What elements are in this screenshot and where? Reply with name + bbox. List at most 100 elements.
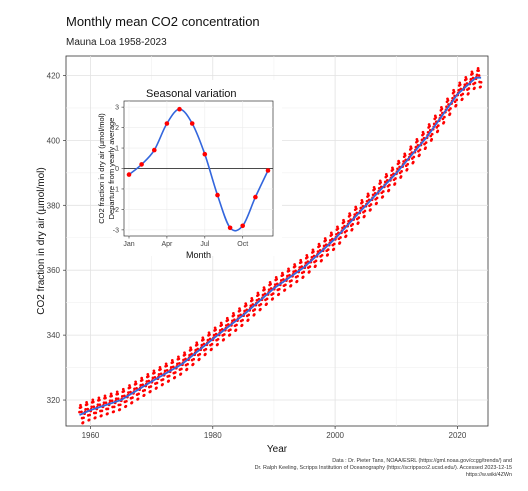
- co2-data-point: [467, 92, 470, 95]
- co2-data-point: [476, 66, 480, 70]
- co2-data-point: [178, 361, 181, 365]
- co2-data-point: [393, 182, 397, 185]
- co2-data-point: [328, 238, 332, 242]
- co2-data-point: [385, 174, 389, 178]
- co2-data-point: [460, 97, 464, 101]
- co2-data-point: [167, 374, 171, 378]
- co2-data-point: [116, 392, 120, 396]
- co2-data-point: [405, 167, 409, 171]
- co2-data-point: [422, 132, 425, 136]
- co2-data-point: [253, 308, 257, 311]
- co2-data-point: [210, 342, 214, 346]
- co2-data-point: [310, 255, 314, 259]
- y-tick-label: 400: [47, 136, 61, 145]
- co2-data-point: [381, 195, 385, 198]
- y-tick-label: 360: [47, 266, 61, 275]
- co2-data-point: [275, 277, 279, 281]
- co2-data-point: [210, 347, 213, 351]
- co2-data-point: [214, 328, 217, 332]
- co2-data-point: [414, 145, 418, 149]
- seasonal-point: [215, 192, 220, 198]
- co2-data-point: [218, 328, 222, 332]
- co2-data-point: [261, 293, 265, 297]
- co2-data-point: [257, 293, 260, 297]
- co2-data-point: [265, 297, 269, 301]
- co2-data-point: [220, 323, 224, 327]
- co2-data-point: [464, 77, 468, 81]
- co2-data-point: [458, 83, 462, 86]
- co2-data-point: [344, 234, 348, 238]
- co2-data-point: [161, 378, 165, 381]
- co2-data-point: [371, 193, 375, 197]
- co2-data-point: [367, 194, 370, 197]
- co2-data-point: [418, 148, 422, 152]
- co2-data-point: [87, 418, 91, 422]
- co2-data-point: [129, 390, 132, 394]
- co2-data-point: [277, 292, 281, 296]
- co2-data-point: [448, 112, 452, 116]
- co2-data-point: [281, 273, 285, 277]
- co2-data-point: [240, 323, 244, 327]
- co2-data-point: [155, 381, 159, 385]
- co2-data-point: [94, 411, 98, 415]
- co2-data-point: [134, 382, 138, 386]
- co2-data-point: [122, 389, 126, 393]
- co2-data-point: [383, 180, 387, 184]
- y-tick-label: 320: [47, 396, 61, 405]
- co2-data-point: [473, 86, 476, 90]
- co2-data-point: [255, 298, 259, 302]
- co2-data-point: [320, 253, 324, 257]
- co2-data-point: [232, 313, 236, 317]
- co2-data-point: [363, 209, 367, 213]
- co2-data-point: [296, 274, 299, 278]
- co2-data-point: [416, 139, 419, 143]
- co2-data-point: [80, 410, 83, 414]
- inset-y-tick-label: -2: [113, 207, 119, 214]
- inset-y-tick-label: 2: [115, 125, 119, 132]
- co2-data-point: [273, 283, 277, 286]
- co2-data-point: [108, 399, 112, 403]
- co2-data-point: [204, 347, 208, 351]
- co2-data-point: [102, 401, 106, 405]
- seasonal-point: [265, 168, 271, 173]
- co2-data-point: [128, 386, 132, 389]
- co2-data-point: [252, 313, 256, 316]
- co2-data-point: [463, 83, 467, 87]
- co2-data-point: [188, 353, 191, 357]
- co2-data-point: [428, 124, 431, 128]
- co2-data-point: [249, 304, 253, 308]
- co2-data-point: [165, 368, 169, 372]
- co2-data-point: [106, 412, 109, 415]
- co2-data-point: [379, 181, 383, 184]
- co2-data-point: [424, 141, 428, 144]
- co2-data-point: [479, 85, 482, 89]
- co2-data-point: [246, 318, 250, 322]
- seasonal-point: [139, 162, 144, 167]
- co2-data-point: [322, 244, 326, 248]
- co2-data-point: [133, 387, 136, 391]
- co2-data-point: [247, 313, 251, 317]
- co2-data-point: [399, 175, 403, 178]
- co2-data-point: [318, 244, 321, 248]
- co2-data-point: [189, 348, 193, 351]
- inset-y-axis-title-line2: Departure from yearly average: [107, 118, 116, 220]
- co2-data-point: [173, 371, 177, 374]
- co2-data-point: [149, 385, 153, 388]
- co2-data-point: [391, 168, 395, 171]
- x-axis-title: Year: [267, 444, 288, 455]
- co2-data-point: [153, 375, 157, 379]
- inset-y-tick-label: 0: [115, 166, 119, 173]
- co2-data-point: [290, 279, 293, 282]
- credit-line-2: Dr. Ralph Keeling, Scripps Institution o…: [254, 465, 512, 471]
- co2-data-point: [155, 386, 158, 390]
- co2-data-point: [271, 297, 275, 300]
- co2-data-point: [231, 319, 234, 323]
- co2-data-point: [373, 187, 376, 191]
- co2-data-point: [112, 405, 116, 409]
- co2-data-point: [277, 287, 281, 291]
- inset-y-axis-title-line1: CO2 fraction in dry air (µmol/mol): [97, 113, 106, 224]
- co2-data-point: [171, 365, 175, 369]
- co2-data-point: [457, 88, 461, 92]
- co2-data-point: [411, 160, 415, 164]
- co2-data-point: [312, 250, 315, 253]
